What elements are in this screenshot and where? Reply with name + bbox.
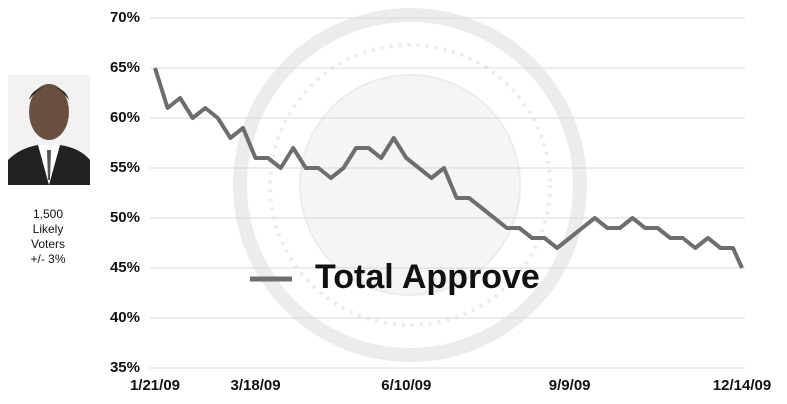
caption-line: Likely: [33, 222, 64, 236]
seal-watermark: [233, 8, 587, 362]
y-tick-label: 35%: [110, 359, 140, 376]
x-tick-label: 9/9/09: [549, 377, 591, 394]
portrait: [8, 75, 90, 185]
caption-line: Voters: [31, 237, 65, 251]
x-tick-label: 3/18/09: [231, 377, 281, 394]
x-tick-label: 12/14/09: [713, 377, 771, 394]
y-tick-label: 60%: [110, 109, 140, 126]
y-tick-label: 65%: [110, 59, 140, 76]
y-tick-label: 50%: [110, 209, 140, 226]
y-tick-label: 70%: [110, 9, 140, 26]
x-tick-label: 6/10/09: [381, 377, 431, 394]
caption-line: +/- 3%: [30, 252, 65, 266]
data-line: [153, 67, 744, 269]
x-tick-label: 1/21/09: [130, 377, 180, 394]
legend-label: Total Approve: [315, 258, 540, 296]
y-tick-label: 40%: [110, 309, 140, 326]
caption-line: 1,500: [33, 207, 63, 221]
y-tick-label: 45%: [110, 259, 140, 276]
y-tick-label: 55%: [110, 159, 140, 176]
